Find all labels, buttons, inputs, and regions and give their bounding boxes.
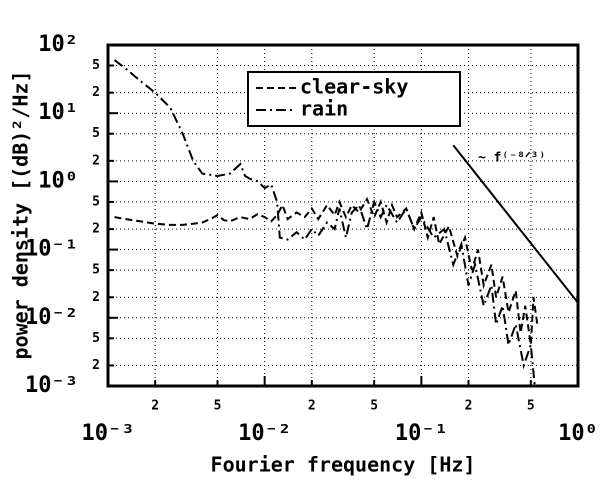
y-tick-label: 2 — [92, 222, 100, 237]
legend-label: rain — [300, 97, 348, 121]
y-tick-label: 5 — [92, 194, 100, 209]
y-tick-label: 5 — [92, 58, 100, 73]
plot-frame — [106, 43, 580, 388]
series-line — [113, 59, 536, 387]
y-tick-label: 10⁻³ — [25, 373, 78, 398]
x-axis-label: Fourier frequency [Hz] — [211, 453, 476, 477]
x-tick-label: 2 — [465, 399, 473, 414]
legend-label: clear-sky — [300, 75, 408, 99]
y-tick-label: 10⁻² — [25, 305, 78, 330]
x-tick-label: 5 — [214, 399, 222, 414]
y-tick-label: 2 — [92, 358, 100, 373]
y-axis-label: power density [(dB)²/Hz] — [9, 71, 33, 360]
y-tick-label: 2 — [92, 290, 100, 305]
reference-label: ~ f⁽⁻⁸ᐟ³⁾ — [478, 151, 546, 166]
y-tick-label: 5 — [92, 331, 100, 346]
x-tick-label: 2 — [308, 399, 316, 414]
y-tick-label: 10⁻¹ — [25, 237, 78, 262]
y-tick-label: 10⁰ — [38, 168, 78, 193]
x-tick-label: 5 — [370, 399, 378, 414]
x-tick-label: 2 — [151, 399, 159, 414]
x-tick-label: 10⁻¹ — [395, 421, 448, 446]
y-tick-label: 10² — [38, 32, 78, 57]
y-tick-label: 2 — [92, 153, 100, 168]
series-line — [114, 196, 539, 346]
x-tick-label: 10⁰ — [558, 421, 598, 446]
y-tick-label: 10¹ — [38, 100, 78, 125]
y-tick-label: 2 — [92, 85, 100, 100]
reference-line — [452, 144, 579, 304]
y-tick-label: 5 — [92, 126, 100, 141]
x-tick-label: 10⁻³ — [82, 421, 135, 446]
x-tick-label: 5 — [527, 399, 535, 414]
legend-box — [247, 71, 461, 127]
y-tick-label: 5 — [92, 263, 100, 278]
x-tick-label: 10⁻² — [238, 421, 291, 446]
